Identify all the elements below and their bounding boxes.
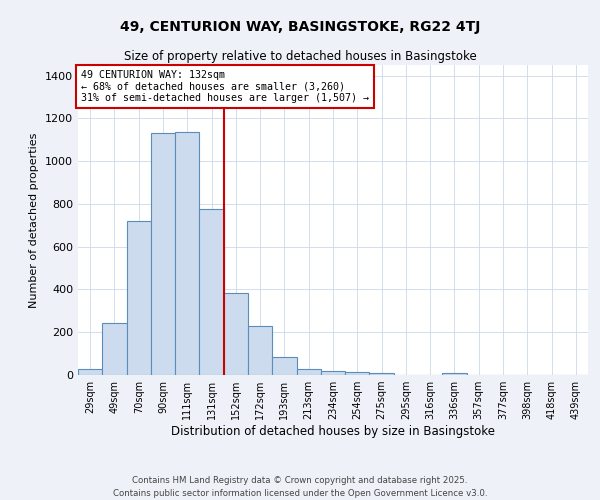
Bar — [296, 368, 321, 375]
Bar — [151, 134, 175, 375]
Bar — [370, 373, 394, 375]
Bar — [199, 210, 224, 375]
Text: 49 CENTURION WAY: 132sqm
← 68% of detached houses are smaller (3,260)
31% of sem: 49 CENTURION WAY: 132sqm ← 68% of detach… — [80, 70, 368, 103]
Text: Size of property relative to detached houses in Basingstoke: Size of property relative to detached ho… — [124, 50, 476, 63]
Text: Contains public sector information licensed under the Open Government Licence v3: Contains public sector information licen… — [113, 488, 487, 498]
Bar — [442, 373, 467, 375]
Bar — [345, 372, 370, 375]
Bar — [102, 322, 127, 375]
Bar — [272, 357, 296, 375]
Bar — [224, 292, 248, 375]
Text: Contains HM Land Registry data © Crown copyright and database right 2025.: Contains HM Land Registry data © Crown c… — [132, 476, 468, 485]
Bar — [127, 221, 151, 375]
Bar — [78, 368, 102, 375]
Text: 49, CENTURION WAY, BASINGSTOKE, RG22 4TJ: 49, CENTURION WAY, BASINGSTOKE, RG22 4TJ — [120, 20, 480, 34]
Bar — [321, 371, 345, 375]
Y-axis label: Number of detached properties: Number of detached properties — [29, 132, 40, 308]
X-axis label: Distribution of detached houses by size in Basingstoke: Distribution of detached houses by size … — [171, 425, 495, 438]
Bar — [175, 132, 199, 375]
Bar — [248, 326, 272, 375]
